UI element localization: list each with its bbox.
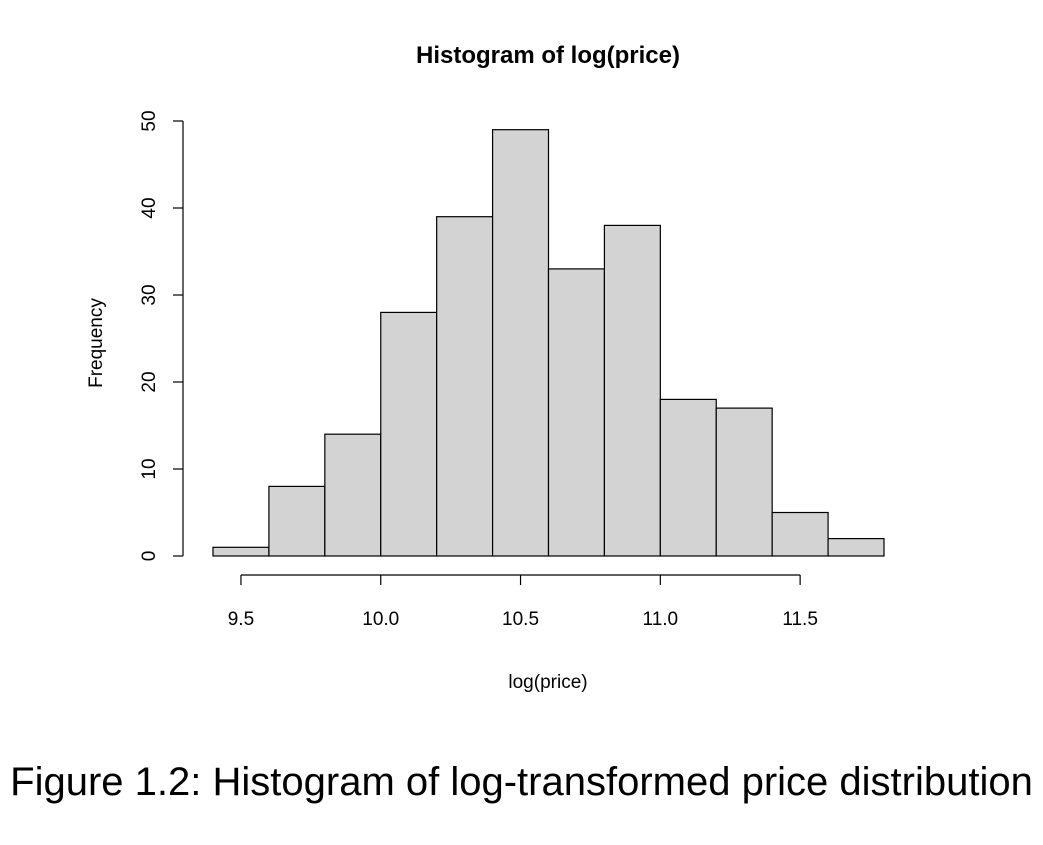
y-tick-label: 10 <box>139 458 160 479</box>
histogram-bar-6 <box>491 129 550 557</box>
x-axis-label: log(price) <box>508 672 587 693</box>
bars-group <box>212 129 885 557</box>
chart-title: Histogram of log(price) <box>416 42 680 69</box>
histogram-bar-7 <box>547 268 606 557</box>
figure-caption: Figure 1.2: Histogram of log-transformed… <box>10 760 1033 804</box>
y-axis-label: Frequency <box>86 298 107 388</box>
x-tick-label: 11.0 <box>643 609 679 630</box>
histogram-bar-2 <box>268 485 326 557</box>
x-tick-label: 9.5 <box>228 609 254 630</box>
x-tick-label: 10.0 <box>362 609 399 630</box>
x-tick-label: 10.5 <box>502 609 539 630</box>
y-tick-label: 40 <box>139 197 160 218</box>
x-tick-label: 11.5 <box>782 609 818 630</box>
histogram-bar-4 <box>380 311 438 557</box>
histogram-bar-11 <box>771 511 829 557</box>
histogram-bar-1 <box>212 546 270 557</box>
y-tick-label: 30 <box>139 284 160 305</box>
y-tick-label: 20 <box>139 371 160 392</box>
x-axis: 9.5 10.0 10.5 11.0 11.5 <box>228 574 818 630</box>
histogram-bar-12 <box>827 537 885 557</box>
histogram-bar-9 <box>659 398 717 557</box>
histogram-bar-10 <box>715 407 773 557</box>
y-axis: 0 10 20 30 40 50 <box>139 110 184 562</box>
y-tick-label: 0 <box>139 551 160 562</box>
histogram-bar-3 <box>324 433 382 557</box>
histogram-bar-8 <box>603 224 661 557</box>
histogram-chart: Histogram of log(price) 9.5 10.0 10.5 11.0 1… <box>86 42 885 693</box>
histogram-bar-5 <box>436 216 494 557</box>
y-tick-label: 50 <box>139 110 160 131</box>
